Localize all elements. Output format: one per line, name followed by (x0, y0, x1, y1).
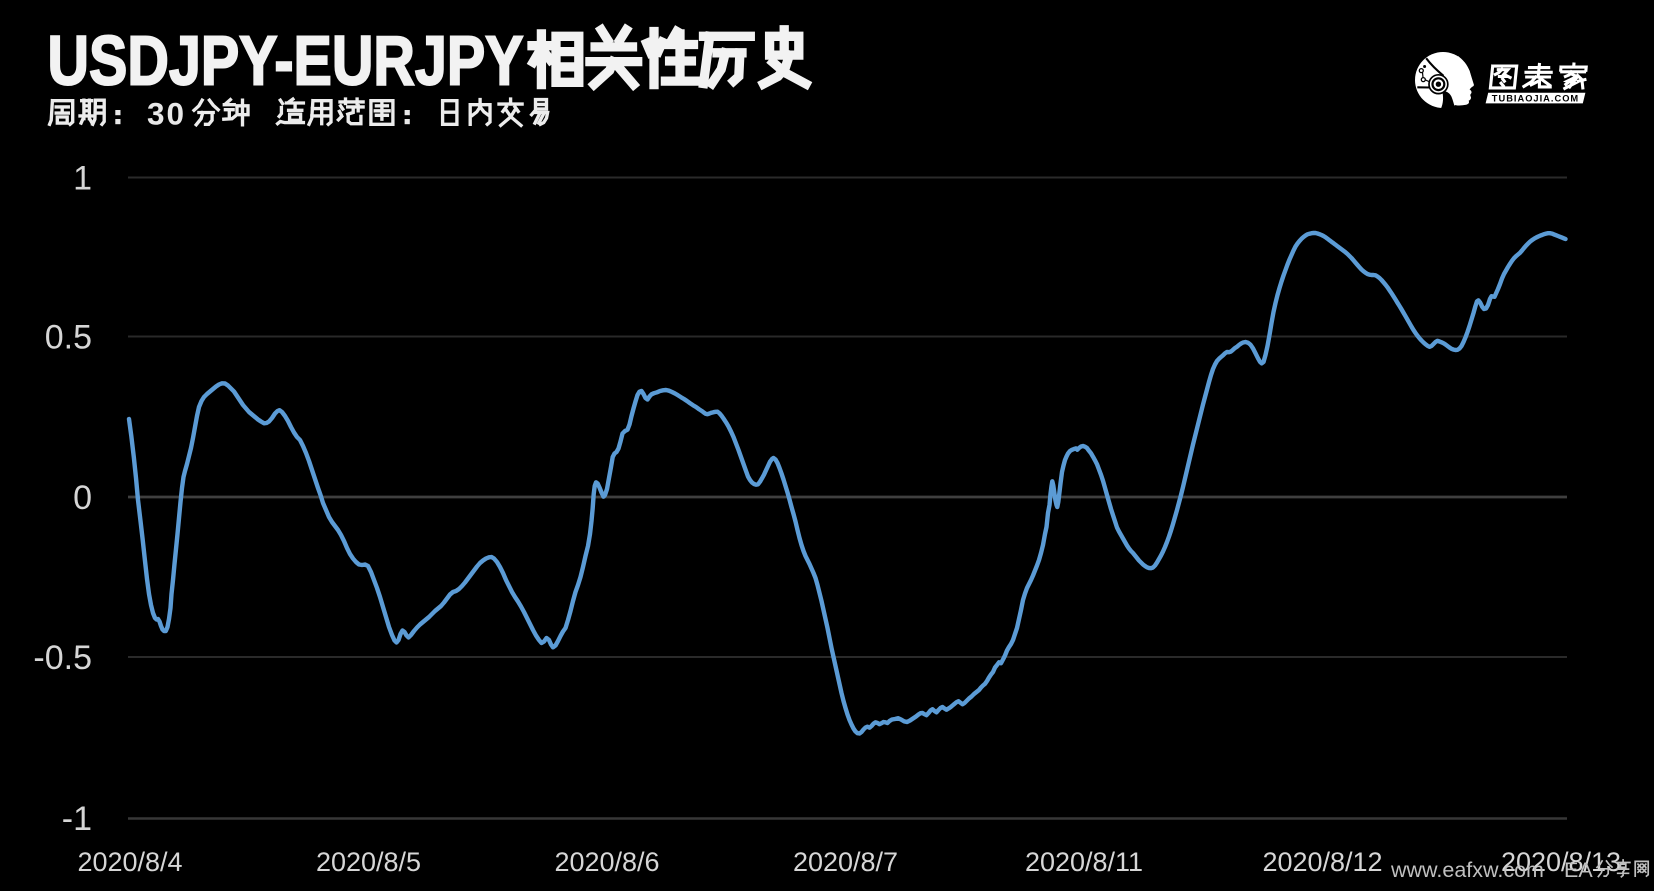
svg-text:-1: -1 (62, 800, 92, 838)
svg-text:2020/8/11: 2020/8/11 (1025, 847, 1143, 877)
svg-text:2020/8/4: 2020/8/4 (77, 847, 182, 877)
svg-text:2020/8/5: 2020/8/5 (316, 847, 421, 877)
svg-text:EA: EA (1564, 858, 1593, 882)
svg-text:-0.5: -0.5 (33, 639, 92, 677)
svg-text:0: 0 (73, 479, 92, 517)
svg-text:www.eafxw.com: www.eafxw.com (1390, 858, 1544, 882)
svg-text:3: 3 (147, 96, 165, 132)
svg-text:2020/8/7: 2020/8/7 (793, 847, 898, 877)
svg-text:2020/8/12: 2020/8/12 (1262, 847, 1382, 877)
svg-text:1: 1 (73, 160, 92, 198)
svg-text:TUBIAOJIA.COM: TUBIAOJIA.COM (1492, 93, 1579, 103)
svg-text:0: 0 (167, 96, 185, 132)
svg-text:0.5: 0.5 (45, 319, 92, 357)
svg-text:2020/8/6: 2020/8/6 (554, 847, 659, 877)
svg-text:USDJPY-EURJPY: USDJPY-EURJPY (48, 22, 524, 100)
